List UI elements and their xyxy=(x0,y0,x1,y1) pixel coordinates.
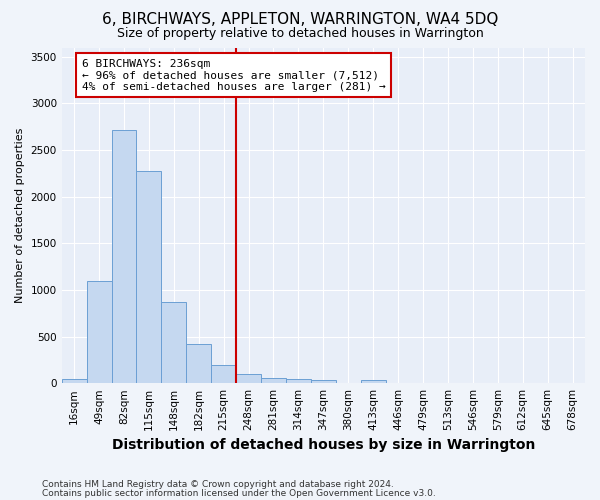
Text: Size of property relative to detached houses in Warrington: Size of property relative to detached ho… xyxy=(116,28,484,40)
Text: 6, BIRCHWAYS, APPLETON, WARRINGTON, WA4 5DQ: 6, BIRCHWAYS, APPLETON, WARRINGTON, WA4 … xyxy=(102,12,498,28)
Bar xyxy=(136,170,161,383)
Bar xyxy=(211,366,236,383)
Bar xyxy=(361,380,386,383)
X-axis label: Distribution of detached houses by size in Warrington: Distribution of detached houses by size … xyxy=(112,438,535,452)
Text: Contains HM Land Registry data © Crown copyright and database right 2024.: Contains HM Land Registry data © Crown c… xyxy=(42,480,394,489)
Bar xyxy=(62,378,86,383)
Bar xyxy=(112,130,136,383)
Bar xyxy=(161,302,186,383)
Bar xyxy=(311,380,336,383)
Bar xyxy=(86,280,112,383)
Bar xyxy=(186,344,211,383)
Bar xyxy=(261,378,286,383)
Bar xyxy=(236,374,261,383)
Bar xyxy=(286,378,311,383)
Text: 6 BIRCHWAYS: 236sqm
← 96% of detached houses are smaller (7,512)
4% of semi-deta: 6 BIRCHWAYS: 236sqm ← 96% of detached ho… xyxy=(82,58,385,92)
Y-axis label: Number of detached properties: Number of detached properties xyxy=(15,128,25,303)
Text: Contains public sector information licensed under the Open Government Licence v3: Contains public sector information licen… xyxy=(42,489,436,498)
